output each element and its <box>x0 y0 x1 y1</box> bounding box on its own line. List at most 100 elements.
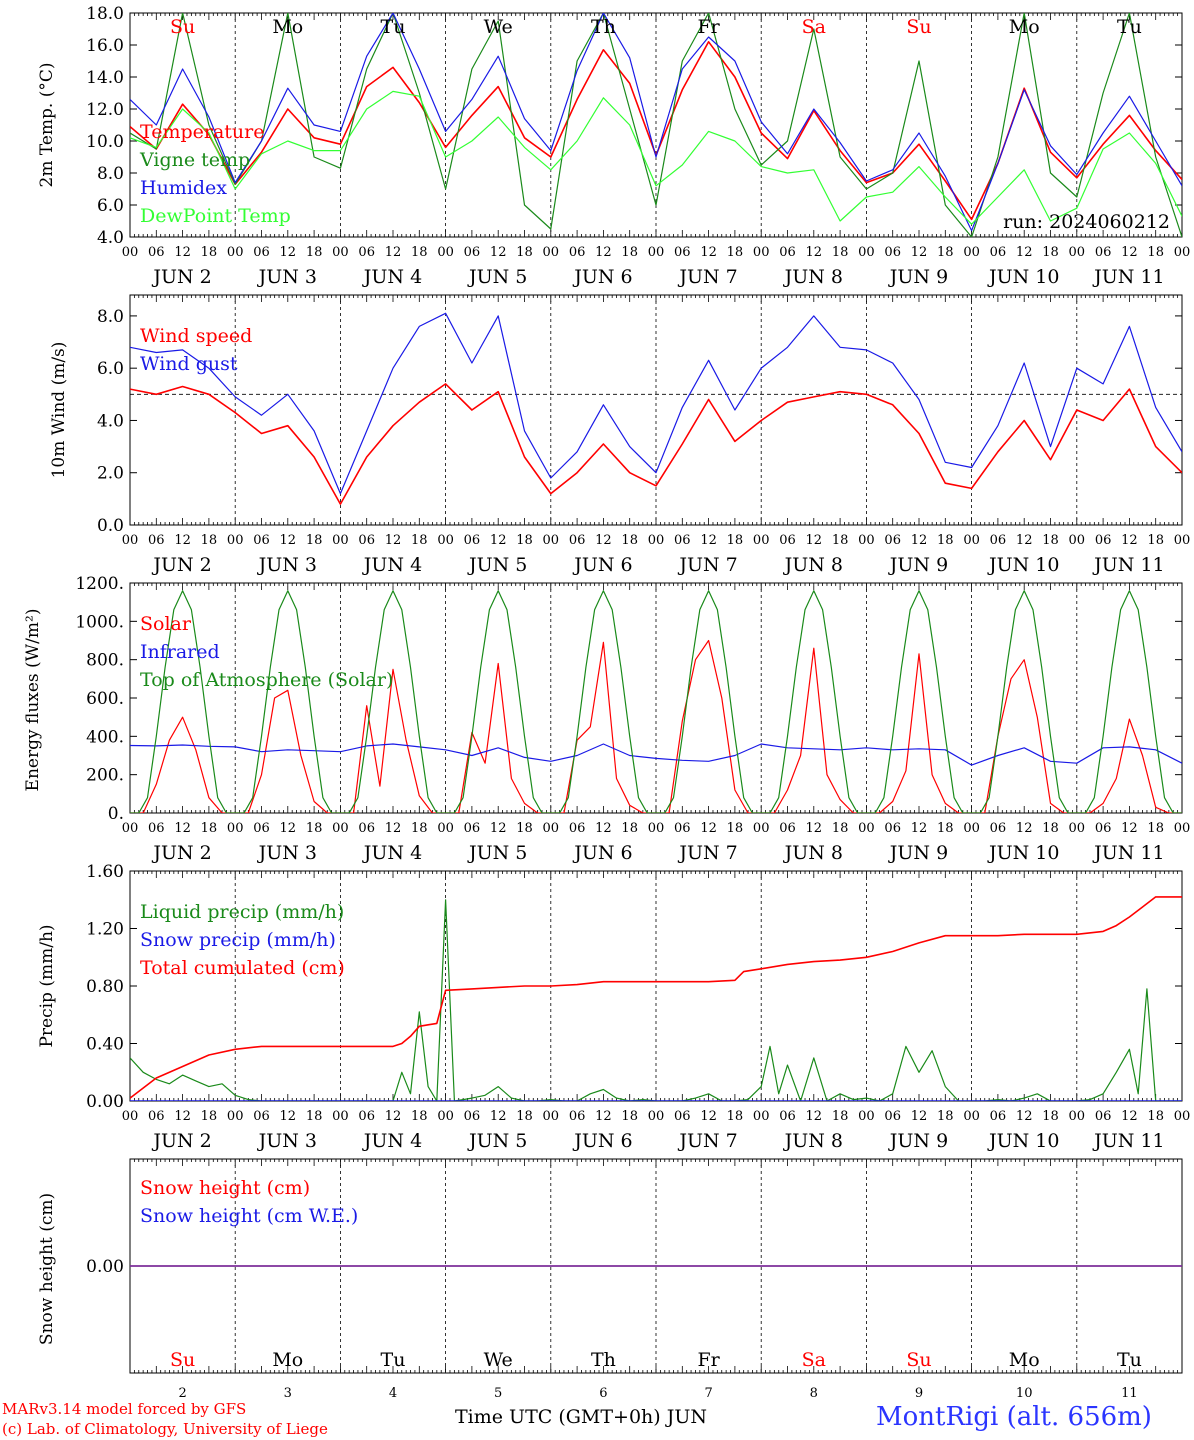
hour-label: 00 <box>1069 245 1086 260</box>
hour-label: 12 <box>1121 245 1138 260</box>
date-label: JUN 2 <box>151 554 211 576</box>
date-label: JUN 4 <box>362 842 422 864</box>
hour-label: 06 <box>779 533 796 548</box>
hour-label: 18 <box>621 821 638 836</box>
hour-label: 12 <box>806 821 823 836</box>
legend-entry: Wind gust <box>140 353 238 375</box>
date-label: JUN 6 <box>572 554 632 576</box>
y-tick-label: 0.00 <box>86 1257 124 1277</box>
hour-label: 00 <box>437 245 454 260</box>
series-line-2 <box>130 312 1182 495</box>
hour-label: 18 <box>1042 533 1059 548</box>
hour-label: 06 <box>464 821 481 836</box>
hour-label: 06 <box>1095 821 1112 836</box>
y-tick-label: 6.0 <box>97 196 124 216</box>
date-label: JUN 2 <box>151 1130 211 1152</box>
hour-label: 18 <box>1042 821 1059 836</box>
hour-label: 00 <box>437 533 454 548</box>
hour-label: 00 <box>858 821 875 836</box>
date-label: JUN 8 <box>783 266 843 288</box>
weekday-label: Su <box>170 1349 195 1371</box>
date-label: JUN 7 <box>677 842 737 864</box>
legend-entry: Snow height (cm W.E.) <box>140 1205 358 1227</box>
legend-entry: Top of Atmosphere (Solar) <box>140 669 393 691</box>
hour-label: 12 <box>490 821 507 836</box>
date-label: JUN 8 <box>783 554 843 576</box>
hour-label: 12 <box>700 533 717 548</box>
weekday-label: Sa <box>802 16 826 38</box>
hour-label: 06 <box>674 245 691 260</box>
hour-label: 06 <box>779 821 796 836</box>
y-tick-label: 600. <box>86 689 124 709</box>
hour-label: 00 <box>332 245 349 260</box>
hour-label: 12 <box>280 1109 297 1124</box>
hour-label: 18 <box>516 533 533 548</box>
hour-label: 06 <box>148 245 165 260</box>
lab-credit: (c) Lab. of Climatology, University of L… <box>2 1420 328 1438</box>
date-label: JUN 11 <box>1092 266 1164 288</box>
series-group <box>130 312 1182 505</box>
y-tick-label: 12.0 <box>86 100 124 120</box>
y-tick-label: 6.0 <box>97 359 124 379</box>
weekday-label: Tu <box>1117 16 1142 38</box>
legend-entry: DewPoint Temp <box>140 205 291 227</box>
hour-label: 12 <box>280 533 297 548</box>
hour-label: 06 <box>358 1109 375 1124</box>
date-label: JUN 8 <box>783 1130 843 1152</box>
hour-label: 18 <box>621 533 638 548</box>
series-group <box>130 896 1182 1101</box>
y-axis-label: 10m Wind (m/s) <box>49 342 69 479</box>
hour-label: 18 <box>411 245 428 260</box>
hour-label: 06 <box>884 821 901 836</box>
hour-label: 18 <box>937 245 954 260</box>
date-label: JUN 4 <box>362 266 422 288</box>
weekday-label: Tu <box>381 1349 406 1371</box>
hour-label: 18 <box>727 1109 744 1124</box>
y-tick-label: 8.0 <box>97 307 124 327</box>
hour-label: 12 <box>1016 245 1033 260</box>
date-label: JUN 2 <box>151 266 211 288</box>
y-tick-label: 8.0 <box>97 164 124 184</box>
hour-label: 12 <box>1121 533 1138 548</box>
legend-entry: Vigne temp <box>139 149 250 171</box>
hour-label: 18 <box>516 1109 533 1124</box>
hour-label: 00 <box>122 245 139 260</box>
y-axis-label: 2m Temp. (°C) <box>37 62 57 187</box>
hour-label: 06 <box>358 245 375 260</box>
date-label: JUN 10 <box>987 554 1059 576</box>
hour-label: 06 <box>253 245 270 260</box>
hour-label: 00 <box>753 533 770 548</box>
weekday-label: We <box>484 16 513 38</box>
hour-label: 12 <box>595 1109 612 1124</box>
hour-label: 06 <box>569 245 586 260</box>
legend-entry: Snow precip (mm/h) <box>140 929 336 951</box>
day-number-label: 7 <box>704 1386 712 1401</box>
series-line-2 <box>130 743 1182 766</box>
hour-label: 12 <box>700 245 717 260</box>
hour-label: 18 <box>411 533 428 548</box>
model-credit: MARv3.14 model forced by GFS <box>2 1400 247 1418</box>
hour-label: 00 <box>963 821 980 836</box>
date-label: JUN 7 <box>677 1130 737 1152</box>
hour-label: 12 <box>1121 821 1138 836</box>
date-label: JUN 10 <box>987 842 1059 864</box>
weekday-label: Su <box>906 16 931 38</box>
y-axis-label: Energy fluxes (W/m²) <box>23 609 43 792</box>
hour-label: 12 <box>700 1109 717 1124</box>
y-tick-label: 0. <box>108 804 124 824</box>
y-tick-label: 14.0 <box>86 68 124 88</box>
hour-label: 18 <box>621 245 638 260</box>
hour-label: 18 <box>937 533 954 548</box>
y-tick-label: 4.0 <box>97 228 124 248</box>
date-label: JUN 11 <box>1092 1130 1164 1152</box>
weekday-label: We <box>484 1349 513 1371</box>
hour-label: 18 <box>1147 821 1164 836</box>
hour-label: 12 <box>174 821 191 836</box>
hour-label: 12 <box>1016 533 1033 548</box>
hour-label: 06 <box>253 533 270 548</box>
date-label: JUN 4 <box>362 554 422 576</box>
hour-label: 12 <box>490 533 507 548</box>
day-number-label: 10 <box>1016 1386 1033 1401</box>
hour-label: 00 <box>858 1109 875 1124</box>
